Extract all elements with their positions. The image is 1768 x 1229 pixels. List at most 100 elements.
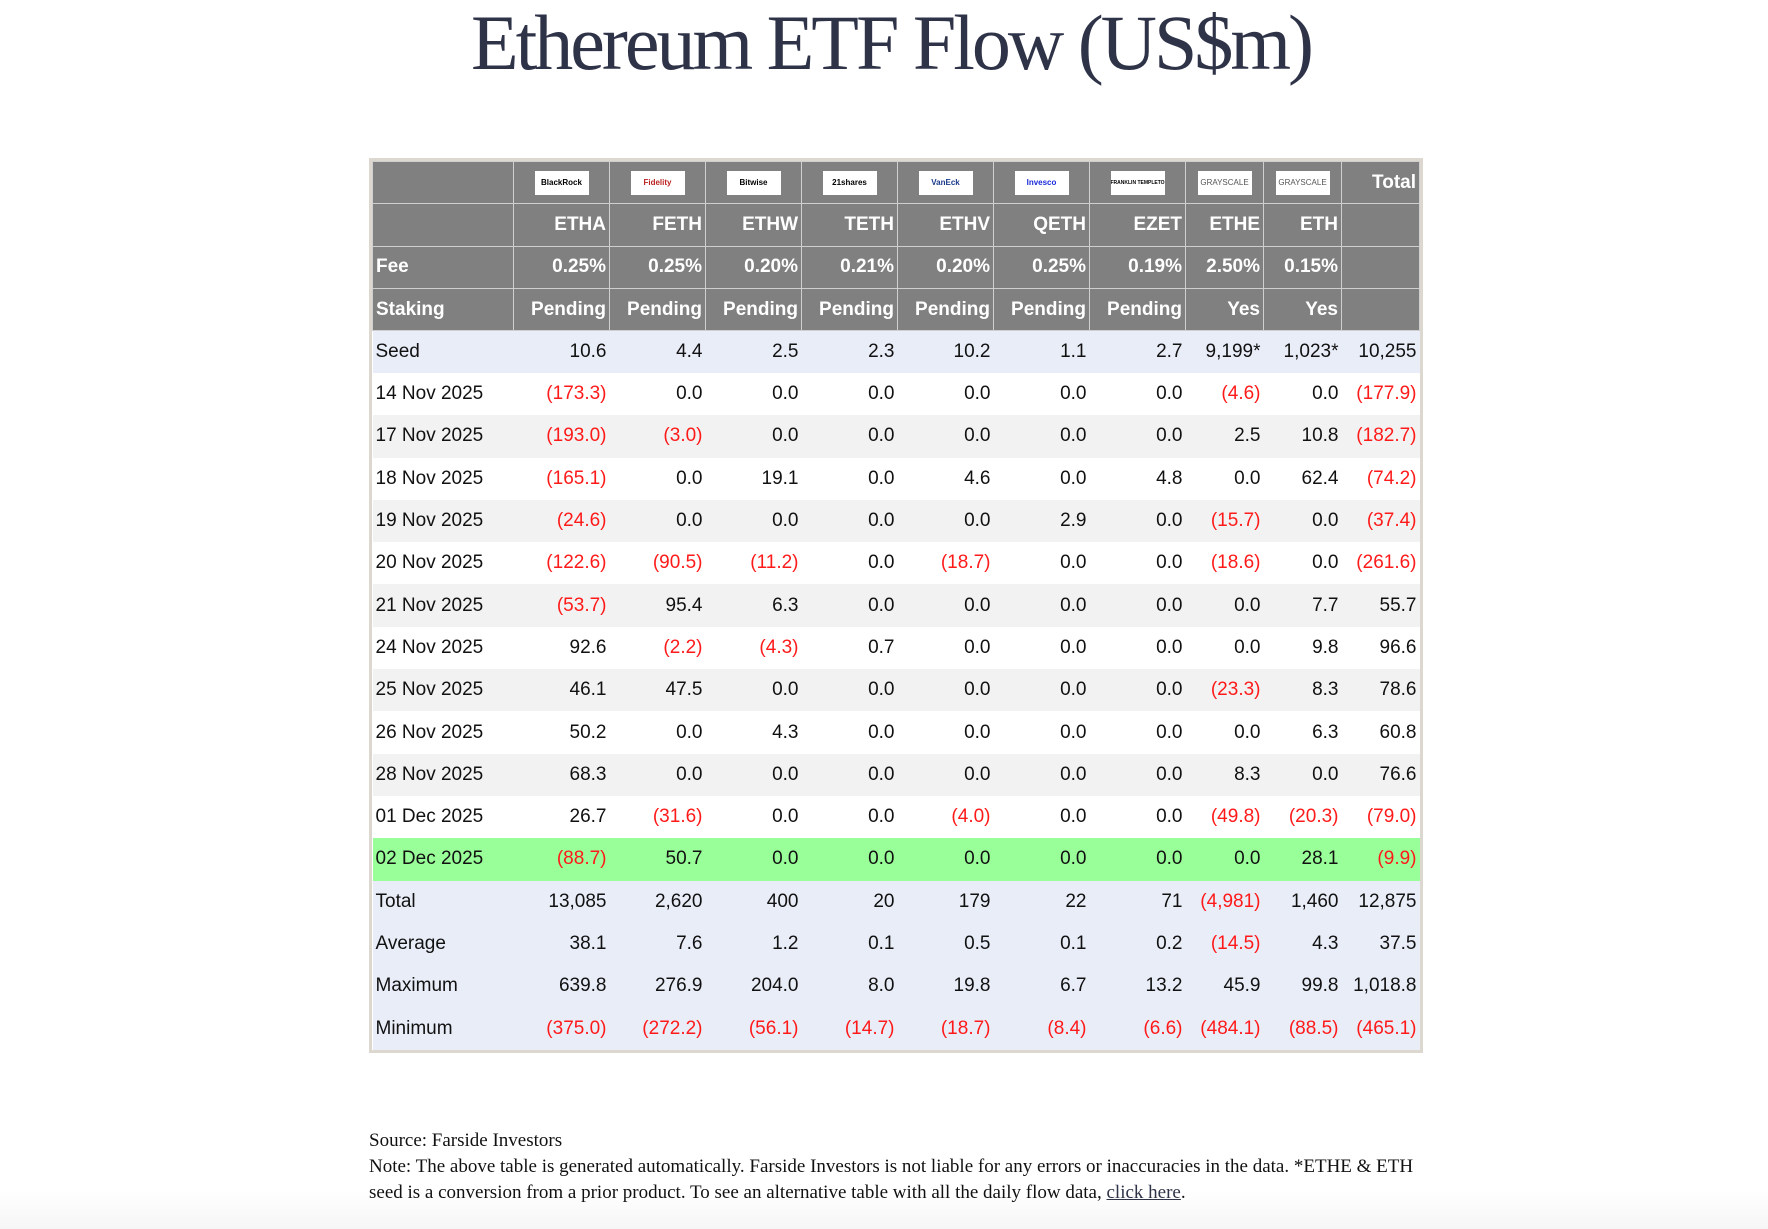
ticker-row-label xyxy=(372,203,514,247)
flow-value: 0.0 xyxy=(1089,669,1186,712)
table-row: Seed 10.6 4.4 2.5 2.3 10.2 1.1 2.7 9,199* 1,023* 1… xyxy=(372,330,1420,373)
staking-row-cell: Pending xyxy=(1089,287,1186,332)
row-label: 24 Nov 2025 xyxy=(372,626,514,670)
table-row: Minimum (375.0) (272.2) (56.1) (14.7) (18.7)(… xyxy=(372,1007,1420,1050)
flow-value: 10.2 xyxy=(897,330,994,373)
flow-value: (88.5) xyxy=(1263,1007,1342,1050)
flow-value: 0.0 xyxy=(1263,372,1342,416)
flow-value: 0.0 xyxy=(609,457,706,500)
flow-value: 0.0 xyxy=(897,669,994,712)
row-label: Total xyxy=(372,880,514,923)
flow-value: (484.1) xyxy=(1185,1007,1264,1050)
flow-value: 0.0 xyxy=(1185,626,1264,670)
flow-value: 639.8 xyxy=(513,965,610,1008)
flow-value: 28.1 xyxy=(1263,838,1342,881)
issuer-logo-cell: 21shares xyxy=(801,160,898,205)
ticker-row: ETHA FETH ETHW TETH ETHV QETH EZET ETHE ETH xyxy=(372,203,1420,247)
issuer-logo-cell: BlackRock xyxy=(513,160,610,205)
staking-row-cell: Pending xyxy=(993,287,1090,332)
issuer-logo: FRANKLIN TEMPLETON xyxy=(1110,170,1165,195)
flow-value: (165.1) xyxy=(513,457,610,500)
row-label: Average xyxy=(372,922,514,966)
flow-value: 0.0 xyxy=(705,753,802,796)
fee-row-cell: 2.50% xyxy=(1185,245,1264,289)
flow-value: 1.2 xyxy=(705,922,802,966)
flow-value: 71 xyxy=(1089,880,1186,923)
flow-value: 0.0 xyxy=(993,753,1090,796)
flow-value: 0.0 xyxy=(1089,372,1186,416)
flow-value: 1.1 xyxy=(993,330,1090,373)
flow-value: 78.6 xyxy=(1341,669,1420,712)
flow-value: (193.0) xyxy=(513,415,610,458)
flow-value: 38.1 xyxy=(513,922,610,966)
flow-value: 0.0 xyxy=(1089,626,1186,670)
flow-value: (24.6) xyxy=(513,499,610,543)
ticker-row-cell: FETH xyxy=(609,203,706,247)
flow-value: 50.2 xyxy=(513,711,610,754)
flow-value: 0.0 xyxy=(1185,457,1264,500)
flow-value: (375.0) xyxy=(513,1007,610,1050)
row-label: 20 Nov 2025 xyxy=(372,542,514,585)
row-label: 26 Nov 2025 xyxy=(372,711,514,754)
flow-value: 6.3 xyxy=(1263,711,1342,754)
staking-row-cell: Pending xyxy=(513,287,610,332)
flow-value: 0.0 xyxy=(993,838,1090,881)
flow-value: 7.6 xyxy=(609,922,706,966)
issuer-logo: BlackRock xyxy=(534,170,589,195)
staking-row-cell: Pending xyxy=(705,287,802,332)
footer: Source: Farside Investors Note: The abov… xyxy=(369,1128,1419,1206)
flow-value: (6.6) xyxy=(1089,1007,1186,1050)
flow-value: 2.9 xyxy=(993,499,1090,543)
flow-value: (4.3) xyxy=(705,626,802,670)
flow-value: 0.0 xyxy=(993,457,1090,500)
ticker-row-cell: ETH xyxy=(1263,203,1342,247)
click-here-link[interactable]: click here xyxy=(1106,1182,1181,1203)
flow-value: 12,875 xyxy=(1341,880,1420,923)
flow-value: 0.0 xyxy=(1185,711,1264,754)
flow-value: 60.8 xyxy=(1341,711,1420,754)
flow-value: 1,460 xyxy=(1263,880,1342,923)
flow-value: 2.5 xyxy=(1185,415,1264,458)
issuer-logo-cell: FRANKLIN TEMPLETON xyxy=(1089,160,1186,205)
flow-value: 0.0 xyxy=(801,669,898,712)
flow-value: 2.7 xyxy=(1089,330,1186,373)
flow-value: 0.0 xyxy=(609,499,706,543)
table-row: Maximum 639.8 276.9 204.0 8.0 19.8 6.7 13.2 45.9… xyxy=(372,965,1420,1008)
fee-row-cell: 0.15% xyxy=(1263,245,1342,289)
flow-value: 19.8 xyxy=(897,965,994,1008)
flow-value: 0.0 xyxy=(993,542,1090,585)
flow-value: 0.0 xyxy=(705,669,802,712)
staking-row-cell: Yes xyxy=(1263,287,1342,332)
note-end: . xyxy=(1180,1182,1186,1203)
flow-value: 13,085 xyxy=(513,880,610,923)
flow-value: (15.7) xyxy=(1185,499,1264,543)
staking-row-label: Staking xyxy=(372,287,514,332)
flow-value: 2.5 xyxy=(705,330,802,373)
flow-value: 4.3 xyxy=(1263,922,1342,966)
flow-value: 19.1 xyxy=(705,457,802,500)
flow-value: 0.0 xyxy=(801,838,898,881)
flow-value: 0.0 xyxy=(897,372,994,416)
flow-value: (122.6) xyxy=(513,542,610,585)
flow-value: 22 xyxy=(993,880,1090,923)
flow-value: 0.0 xyxy=(1185,584,1264,627)
flow-value: (4.6) xyxy=(1185,372,1264,416)
etf-flow-table-container: BlackRock Fidelity Bitwise 21shares VanEck In… xyxy=(369,158,1423,1053)
flow-value: 0.0 xyxy=(1089,499,1186,543)
row-label: 19 Nov 2025 xyxy=(372,499,514,543)
issuer-logo: Invesco xyxy=(1014,170,1069,195)
flow-value: (465.1) xyxy=(1341,1007,1420,1050)
flow-value: 50.7 xyxy=(609,838,706,881)
flow-value: (182.7) xyxy=(1341,415,1420,458)
flow-value: (49.8) xyxy=(1185,795,1264,839)
flow-value: (79.0) xyxy=(1341,795,1420,839)
flow-value: 0.0 xyxy=(1089,838,1186,881)
issuer-logo: GRAYSCALE xyxy=(1197,170,1252,195)
table-row: 17 Nov 2025 (193.0) (3.0) 0.0 0.0 0.0 0.0 0.0 2.… xyxy=(372,415,1420,458)
flow-value: 37.5 xyxy=(1341,922,1420,966)
table-row: 18 Nov 2025 (165.1) 0.0 19.1 0.0 4.6 0.0 4.8 0.0… xyxy=(372,457,1420,500)
flow-value: 0.0 xyxy=(609,753,706,796)
flow-value: (2.2) xyxy=(609,626,706,670)
issuer-logo-row: BlackRock Fidelity Bitwise 21shares VanEck In… xyxy=(372,160,1420,205)
flow-value: 0.0 xyxy=(897,584,994,627)
